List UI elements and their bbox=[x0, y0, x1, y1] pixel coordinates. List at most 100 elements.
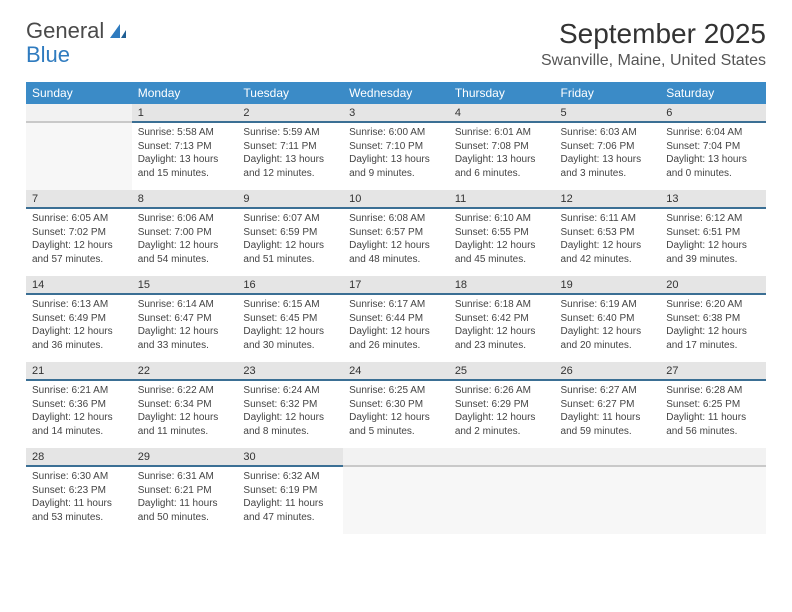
daylight-text: Daylight: 12 hours and 48 minutes. bbox=[349, 239, 443, 266]
brand-part2: Blue bbox=[26, 42, 70, 68]
day-number-cell: 12 bbox=[555, 190, 661, 208]
sunset-text: Sunset: 7:08 PM bbox=[455, 140, 549, 154]
day-content-cell: Sunrise: 6:27 AMSunset: 6:27 PMDaylight:… bbox=[555, 380, 661, 448]
daylight-text: Daylight: 13 hours and 3 minutes. bbox=[561, 153, 655, 180]
daylight-text: Daylight: 11 hours and 59 minutes. bbox=[561, 411, 655, 438]
day-number-cell: 22 bbox=[132, 362, 238, 380]
sunrise-text: Sunrise: 6:12 AM bbox=[666, 212, 760, 226]
day-number-cell: 13 bbox=[660, 190, 766, 208]
day-content-cell: Sunrise: 6:24 AMSunset: 6:32 PMDaylight:… bbox=[237, 380, 343, 448]
sunset-text: Sunset: 6:44 PM bbox=[349, 312, 443, 326]
sunset-text: Sunset: 6:55 PM bbox=[455, 226, 549, 240]
day-content-cell: Sunrise: 6:00 AMSunset: 7:10 PMDaylight:… bbox=[343, 122, 449, 190]
sunrise-text: Sunrise: 6:26 AM bbox=[455, 384, 549, 398]
sunrise-text: Sunrise: 6:05 AM bbox=[32, 212, 126, 226]
day-number-cell: 18 bbox=[449, 276, 555, 294]
day-content-cell: Sunrise: 5:59 AMSunset: 7:11 PMDaylight:… bbox=[237, 122, 343, 190]
sunset-text: Sunset: 6:27 PM bbox=[561, 398, 655, 412]
week-daynum-row: 21222324252627 bbox=[26, 362, 766, 380]
sunset-text: Sunset: 7:11 PM bbox=[243, 140, 337, 154]
daylight-text: Daylight: 12 hours and 39 minutes. bbox=[666, 239, 760, 266]
sunrise-text: Sunrise: 6:01 AM bbox=[455, 126, 549, 140]
daylight-text: Daylight: 12 hours and 17 minutes. bbox=[666, 325, 760, 352]
daylight-text: Daylight: 12 hours and 5 minutes. bbox=[349, 411, 443, 438]
daylight-text: Daylight: 13 hours and 12 minutes. bbox=[243, 153, 337, 180]
title-block: September 2025 Swanville, Maine, United … bbox=[541, 18, 766, 70]
sunrise-text: Sunrise: 6:32 AM bbox=[243, 470, 337, 484]
col-wednesday: Wednesday bbox=[343, 82, 449, 104]
sunset-text: Sunset: 6:23 PM bbox=[32, 484, 126, 498]
sunset-text: Sunset: 6:25 PM bbox=[666, 398, 760, 412]
daylight-text: Daylight: 12 hours and 57 minutes. bbox=[32, 239, 126, 266]
day-content-cell: Sunrise: 6:13 AMSunset: 6:49 PMDaylight:… bbox=[26, 294, 132, 362]
col-friday: Friday bbox=[555, 82, 661, 104]
day-content-cell: Sunrise: 6:17 AMSunset: 6:44 PMDaylight:… bbox=[343, 294, 449, 362]
day-content-cell: Sunrise: 6:31 AMSunset: 6:21 PMDaylight:… bbox=[132, 466, 238, 534]
weekday-header-row: Sunday Monday Tuesday Wednesday Thursday… bbox=[26, 82, 766, 104]
sunrise-text: Sunrise: 6:08 AM bbox=[349, 212, 443, 226]
sunrise-text: Sunrise: 6:25 AM bbox=[349, 384, 443, 398]
day-number-cell: 24 bbox=[343, 362, 449, 380]
daylight-text: Daylight: 12 hours and 30 minutes. bbox=[243, 325, 337, 352]
daylight-text: Daylight: 12 hours and 20 minutes. bbox=[561, 325, 655, 352]
day-number-cell: 30 bbox=[237, 448, 343, 466]
day-number-cell: 16 bbox=[237, 276, 343, 294]
day-content-cell: Sunrise: 6:21 AMSunset: 6:36 PMDaylight:… bbox=[26, 380, 132, 448]
day-number-cell: 15 bbox=[132, 276, 238, 294]
week-content-row: Sunrise: 6:30 AMSunset: 6:23 PMDaylight:… bbox=[26, 466, 766, 534]
day-content-cell: Sunrise: 6:06 AMSunset: 7:00 PMDaylight:… bbox=[132, 208, 238, 276]
day-content-cell: Sunrise: 6:08 AMSunset: 6:57 PMDaylight:… bbox=[343, 208, 449, 276]
day-number-cell: 4 bbox=[449, 104, 555, 122]
sunset-text: Sunset: 6:38 PM bbox=[666, 312, 760, 326]
week-daynum-row: 78910111213 bbox=[26, 190, 766, 208]
day-number-cell: 11 bbox=[449, 190, 555, 208]
month-title: September 2025 bbox=[541, 18, 766, 50]
sunrise-text: Sunrise: 6:21 AM bbox=[32, 384, 126, 398]
daylight-text: Daylight: 12 hours and 51 minutes. bbox=[243, 239, 337, 266]
sunrise-text: Sunrise: 6:11 AM bbox=[561, 212, 655, 226]
calendar-table: Sunday Monday Tuesday Wednesday Thursday… bbox=[26, 82, 766, 534]
calendar-body: 123456Sunrise: 5:58 AMSunset: 7:13 PMDay… bbox=[26, 104, 766, 534]
sunset-text: Sunset: 6:29 PM bbox=[455, 398, 549, 412]
day-content-cell: Sunrise: 6:04 AMSunset: 7:04 PMDaylight:… bbox=[660, 122, 766, 190]
sunrise-text: Sunrise: 6:10 AM bbox=[455, 212, 549, 226]
daylight-text: Daylight: 12 hours and 26 minutes. bbox=[349, 325, 443, 352]
week-content-row: Sunrise: 6:21 AMSunset: 6:36 PMDaylight:… bbox=[26, 380, 766, 448]
sunrise-text: Sunrise: 6:00 AM bbox=[349, 126, 443, 140]
day-content-cell bbox=[555, 466, 661, 534]
daylight-text: Daylight: 13 hours and 9 minutes. bbox=[349, 153, 443, 180]
sunrise-text: Sunrise: 6:28 AM bbox=[666, 384, 760, 398]
day-number-cell: 6 bbox=[660, 104, 766, 122]
day-content-cell: Sunrise: 6:18 AMSunset: 6:42 PMDaylight:… bbox=[449, 294, 555, 362]
sunset-text: Sunset: 6:53 PM bbox=[561, 226, 655, 240]
day-number-cell: 27 bbox=[660, 362, 766, 380]
daylight-text: Daylight: 13 hours and 0 minutes. bbox=[666, 153, 760, 180]
sunset-text: Sunset: 7:02 PM bbox=[32, 226, 126, 240]
daylight-text: Daylight: 12 hours and 14 minutes. bbox=[32, 411, 126, 438]
daylight-text: Daylight: 11 hours and 56 minutes. bbox=[666, 411, 760, 438]
day-content-cell: Sunrise: 6:30 AMSunset: 6:23 PMDaylight:… bbox=[26, 466, 132, 534]
sunset-text: Sunset: 6:59 PM bbox=[243, 226, 337, 240]
sunset-text: Sunset: 6:45 PM bbox=[243, 312, 337, 326]
week-content-row: Sunrise: 6:13 AMSunset: 6:49 PMDaylight:… bbox=[26, 294, 766, 362]
daylight-text: Daylight: 12 hours and 45 minutes. bbox=[455, 239, 549, 266]
day-content-cell: Sunrise: 6:15 AMSunset: 6:45 PMDaylight:… bbox=[237, 294, 343, 362]
day-number-cell bbox=[343, 448, 449, 466]
sunset-text: Sunset: 6:32 PM bbox=[243, 398, 337, 412]
sunrise-text: Sunrise: 6:07 AM bbox=[243, 212, 337, 226]
sunrise-text: Sunrise: 6:22 AM bbox=[138, 384, 232, 398]
sunset-text: Sunset: 6:49 PM bbox=[32, 312, 126, 326]
day-content-cell bbox=[660, 466, 766, 534]
col-sunday: Sunday bbox=[26, 82, 132, 104]
day-number-cell: 10 bbox=[343, 190, 449, 208]
sunrise-text: Sunrise: 6:30 AM bbox=[32, 470, 126, 484]
location-text: Swanville, Maine, United States bbox=[541, 52, 766, 70]
col-tuesday: Tuesday bbox=[237, 82, 343, 104]
sunset-text: Sunset: 6:19 PM bbox=[243, 484, 337, 498]
sunset-text: Sunset: 7:04 PM bbox=[666, 140, 760, 154]
week-content-row: Sunrise: 5:58 AMSunset: 7:13 PMDaylight:… bbox=[26, 122, 766, 190]
sunrise-text: Sunrise: 6:03 AM bbox=[561, 126, 655, 140]
day-content-cell: Sunrise: 6:03 AMSunset: 7:06 PMDaylight:… bbox=[555, 122, 661, 190]
day-content-cell: Sunrise: 6:20 AMSunset: 6:38 PMDaylight:… bbox=[660, 294, 766, 362]
week-daynum-row: 14151617181920 bbox=[26, 276, 766, 294]
